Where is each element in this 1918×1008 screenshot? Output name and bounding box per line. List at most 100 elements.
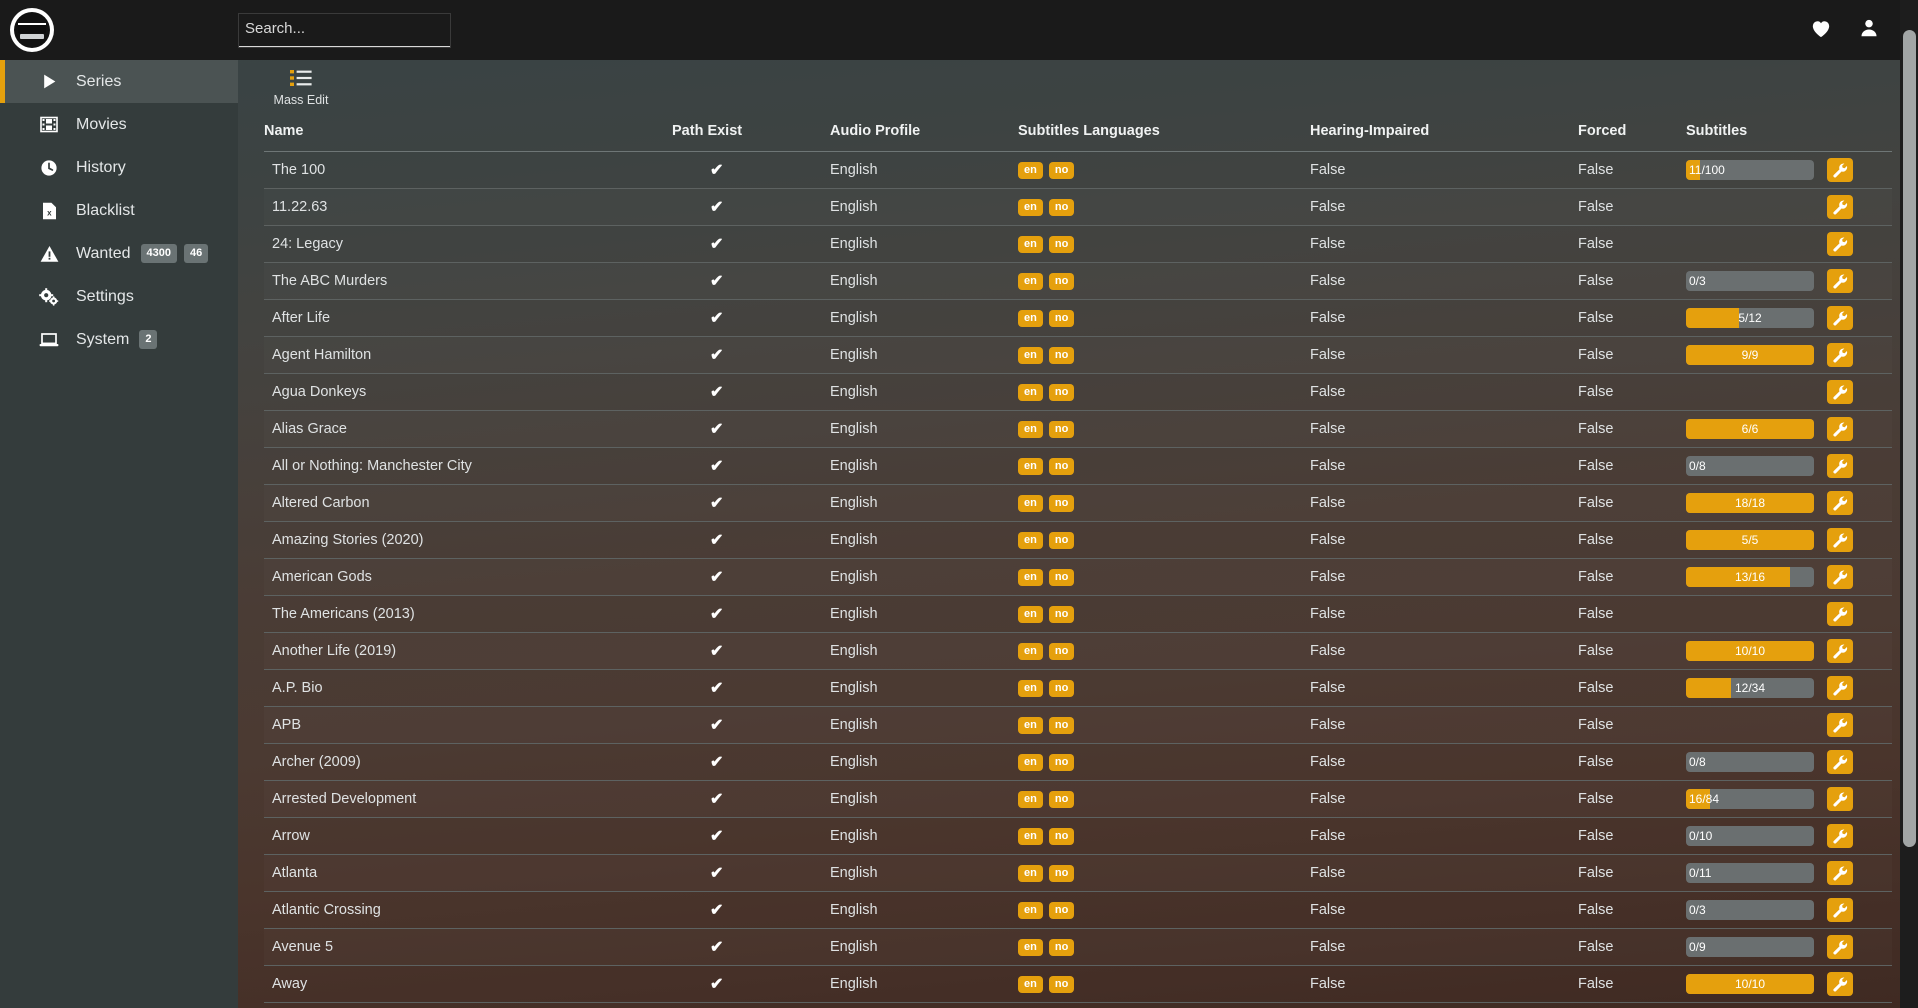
language-badge[interactable]: no xyxy=(1048,753,1075,771)
language-badge[interactable]: no xyxy=(1048,568,1075,586)
language-badge[interactable]: en xyxy=(1018,457,1043,475)
sidebar-item-blacklist[interactable]: x Blacklist xyxy=(0,189,238,232)
language-badge[interactable]: no xyxy=(1048,716,1075,734)
table-row[interactable]: Avenue 5 ✔ English en no False False 0/9 xyxy=(264,928,1892,966)
wrench-icon[interactable] xyxy=(1827,306,1853,330)
cell-series-name[interactable]: Amazing Stories (2020) xyxy=(264,521,672,559)
language-badge[interactable]: no xyxy=(1048,272,1075,290)
wrench-icon[interactable] xyxy=(1827,417,1853,441)
search-input[interactable] xyxy=(239,14,450,47)
language-badge[interactable]: en xyxy=(1018,827,1043,845)
wrench-icon[interactable] xyxy=(1827,787,1853,811)
language-badge[interactable]: no xyxy=(1048,235,1075,253)
wrench-icon[interactable] xyxy=(1827,454,1853,478)
wrench-icon[interactable] xyxy=(1827,972,1853,996)
table-row[interactable]: Arrow ✔ English en no False False 0/10 xyxy=(264,817,1892,855)
wrench-icon[interactable] xyxy=(1827,528,1853,552)
language-badge[interactable]: no xyxy=(1048,161,1075,179)
table-row[interactable]: American Gods ✔ English en no False False 13/16 xyxy=(264,558,1892,596)
language-badge[interactable]: no xyxy=(1048,679,1075,697)
language-badge[interactable]: en xyxy=(1018,420,1043,438)
table-row[interactable]: Agua Donkeys ✔ English en no False False xyxy=(264,373,1892,411)
wrench-icon[interactable] xyxy=(1827,935,1853,959)
language-badge[interactable]: en xyxy=(1018,975,1043,993)
language-badge[interactable]: en xyxy=(1018,235,1043,253)
table-row[interactable]: After Life ✔ English en no False False 5/12 xyxy=(264,299,1892,337)
table-row[interactable]: Away ✔ English en no False False 10/10 xyxy=(264,965,1892,1003)
table-row[interactable]: Alias Grace ✔ English en no False False 6/6 xyxy=(264,410,1892,448)
table-row[interactable]: Agent Hamilton ✔ English en no False False 9/9 xyxy=(264,336,1892,374)
wrench-icon[interactable] xyxy=(1827,824,1853,848)
app-logo-icon[interactable] xyxy=(10,8,54,52)
wrench-icon[interactable] xyxy=(1827,380,1853,404)
wrench-icon[interactable] xyxy=(1827,195,1853,219)
language-badge[interactable]: en xyxy=(1018,679,1043,697)
language-badge[interactable]: en xyxy=(1018,938,1043,956)
cell-series-name[interactable]: Archer (2009) xyxy=(264,743,672,781)
sidebar-item-series[interactable]: Series xyxy=(0,60,238,103)
language-badge[interactable]: no xyxy=(1048,420,1075,438)
cell-series-name[interactable]: American Gods xyxy=(264,558,672,596)
table-row[interactable]: 24: Legacy ✔ English en no False False xyxy=(264,225,1892,263)
sidebar-item-movies[interactable]: Movies xyxy=(0,103,238,146)
language-badge[interactable]: en xyxy=(1018,346,1043,364)
language-badge[interactable]: no xyxy=(1048,346,1075,364)
sidebar-item-settings[interactable]: Settings xyxy=(0,275,238,318)
cell-series-name[interactable]: APB xyxy=(264,706,672,744)
cell-series-name[interactable]: Arrested Development xyxy=(264,780,672,818)
language-badge[interactable]: no xyxy=(1048,605,1075,623)
language-badge[interactable]: no xyxy=(1048,938,1075,956)
column-header-name[interactable]: Name xyxy=(264,115,672,152)
language-badge[interactable]: en xyxy=(1018,864,1043,882)
mass-edit-button[interactable]: Mass Edit xyxy=(264,67,338,107)
table-row[interactable]: Atlantic Crossing ✔ English en no False False 0… xyxy=(264,891,1892,929)
language-badge[interactable]: no xyxy=(1048,864,1075,882)
wrench-icon[interactable] xyxy=(1827,861,1853,885)
wrench-icon[interactable] xyxy=(1827,565,1853,589)
scrollbar-thumb[interactable] xyxy=(1903,30,1916,847)
table-row[interactable]: Another Life (2019) ✔ English en no False Fals… xyxy=(264,632,1892,670)
column-header-audio-profile[interactable]: Audio Profile xyxy=(830,115,1018,152)
table-row[interactable]: The ABC Murders ✔ English en no False False 0/3 xyxy=(264,262,1892,300)
cell-series-name[interactable]: Agua Donkeys xyxy=(264,373,672,411)
wrench-icon[interactable] xyxy=(1827,232,1853,256)
language-badge[interactable]: en xyxy=(1018,494,1043,512)
language-badge[interactable]: en xyxy=(1018,531,1043,549)
search-box[interactable] xyxy=(238,13,451,48)
cell-series-name[interactable]: 24: Legacy xyxy=(264,225,672,263)
cell-series-name[interactable]: The Americans (2013) xyxy=(264,595,672,633)
table-row[interactable]: Altered Carbon ✔ English en no False False 18/1… xyxy=(264,484,1892,522)
table-row[interactable]: APB ✔ English en no False False xyxy=(264,706,1892,744)
cell-series-name[interactable]: Agent Hamilton xyxy=(264,336,672,374)
page-scrollbar[interactable] xyxy=(1900,0,1918,1008)
cell-series-name[interactable]: A.P. Bio xyxy=(264,669,672,707)
language-badge[interactable]: no xyxy=(1048,383,1075,401)
table-row[interactable]: 11.22.63 ✔ English en no False False xyxy=(264,188,1892,226)
language-badge[interactable]: en xyxy=(1018,753,1043,771)
wrench-icon[interactable] xyxy=(1827,269,1853,293)
cell-series-name[interactable]: Alias Grace xyxy=(264,410,672,448)
language-badge[interactable]: en xyxy=(1018,716,1043,734)
wrench-icon[interactable] xyxy=(1827,602,1853,626)
column-header-subtitles[interactable]: Subtitles xyxy=(1686,115,1892,152)
sidebar-item-wanted[interactable]: Wanted 4300 46 xyxy=(0,232,238,275)
wrench-icon[interactable] xyxy=(1827,158,1853,182)
language-badge[interactable]: no xyxy=(1048,198,1075,216)
table-row[interactable]: Archer (2009) ✔ English en no False False 0/8 xyxy=(264,743,1892,781)
language-badge[interactable]: no xyxy=(1048,457,1075,475)
language-badge[interactable]: en xyxy=(1018,161,1043,179)
column-header-hearing-impaired[interactable]: Hearing-Impaired xyxy=(1310,115,1578,152)
column-header-path-exist[interactable]: Path Exist xyxy=(672,115,830,152)
language-badge[interactable]: en xyxy=(1018,198,1043,216)
table-row[interactable]: The 100 ✔ English en no False False 11/100 xyxy=(264,151,1892,189)
language-badge[interactable]: no xyxy=(1048,790,1075,808)
cell-series-name[interactable]: After Life xyxy=(264,299,672,337)
language-badge[interactable]: en xyxy=(1018,642,1043,660)
table-row[interactable]: Atlanta ✔ English en no False False 0/11 xyxy=(264,854,1892,892)
table-row[interactable]: A.P. Bio ✔ English en no False False 12/34 xyxy=(264,669,1892,707)
wrench-icon[interactable] xyxy=(1827,343,1853,367)
language-badge[interactable]: en xyxy=(1018,568,1043,586)
wrench-icon[interactable] xyxy=(1827,676,1853,700)
table-row[interactable]: Amazing Stories (2020) ✔ English en no False F… xyxy=(264,521,1892,559)
table-row[interactable]: Arrested Development ✔ English en no False Fal… xyxy=(264,780,1892,818)
